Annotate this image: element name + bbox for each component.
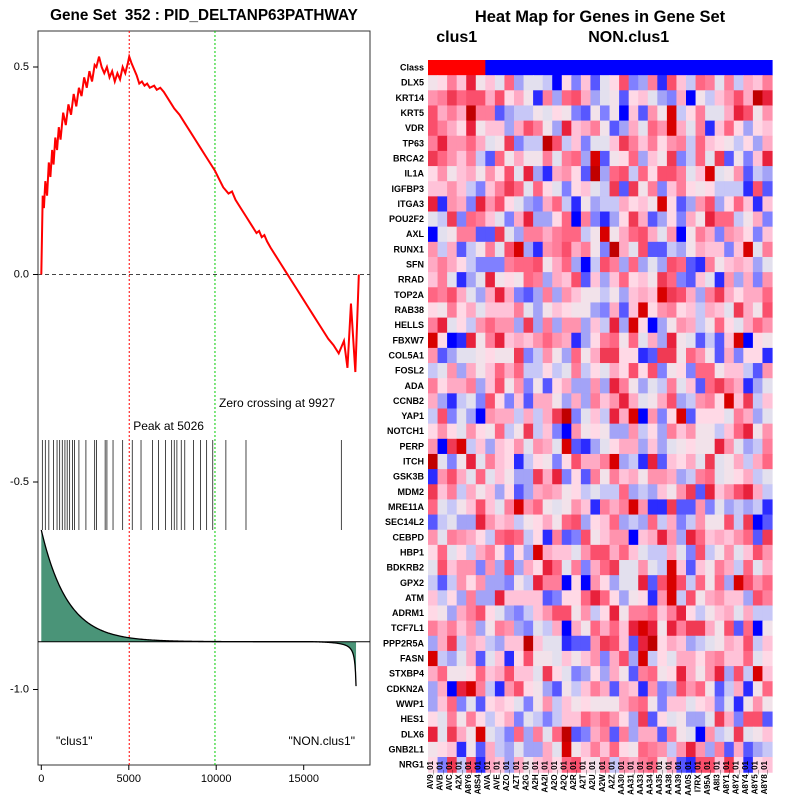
svg-text:WWP1: WWP1 — [396, 699, 424, 709]
svg-text:clus1: clus1 — [436, 29, 477, 46]
svg-text:GPX2: GPX2 — [400, 578, 424, 588]
svg-text:PPP2R5A: PPP2R5A — [383, 638, 425, 648]
svg-text:A2H_01: A2H_01 — [531, 760, 540, 790]
svg-text:DLX5: DLX5 — [401, 78, 424, 88]
svg-text:AA0S_01: AA0S_01 — [684, 760, 693, 795]
svg-text:AXL: AXL — [406, 229, 425, 239]
svg-text:NRG1: NRG1 — [399, 760, 424, 770]
svg-text:AA34_01: AA34_01 — [646, 760, 655, 794]
svg-text:A2W_01: A2W_01 — [598, 760, 607, 792]
svg-text:A2X_01: A2X_01 — [454, 760, 463, 789]
svg-text:A8Y2_01: A8Y2_01 — [732, 760, 741, 794]
svg-text:BRCA2: BRCA2 — [393, 154, 424, 164]
svg-text:VDR: VDR — [405, 123, 425, 133]
svg-text:ATM: ATM — [405, 593, 424, 603]
svg-text:RRAD: RRAD — [398, 275, 424, 285]
svg-text:AA33_01: AA33_01 — [636, 760, 645, 794]
svg-text:SFN: SFN — [406, 260, 424, 270]
svg-text:GSK3B: GSK3B — [393, 472, 425, 482]
svg-text:TP63: TP63 — [402, 138, 424, 148]
svg-text:IL1A: IL1A — [404, 169, 424, 179]
svg-text:HES1: HES1 — [400, 714, 424, 724]
svg-text:AA35_01: AA35_01 — [655, 760, 664, 794]
svg-text:NON.clus1: NON.clus1 — [588, 29, 669, 46]
svg-text:ITGA3: ITGA3 — [397, 199, 424, 209]
svg-text:A8Y6_01: A8Y6_01 — [464, 760, 473, 794]
svg-text:A8Y5_01: A8Y5_01 — [751, 760, 760, 794]
svg-text:0.0: 0.0 — [14, 269, 29, 281]
svg-text:POU2F2: POU2F2 — [389, 214, 424, 224]
svg-text:A2Q_01: A2Q_01 — [560, 760, 569, 790]
svg-text:TCF7L1: TCF7L1 — [391, 623, 424, 633]
svg-text:AVB_01: AVB_01 — [435, 760, 444, 790]
svg-text:HELLS: HELLS — [394, 320, 424, 330]
svg-text:MRE11A: MRE11A — [388, 502, 425, 512]
svg-text:AV9_01: AV9_01 — [426, 760, 435, 789]
svg-text:A2U_01: A2U_01 — [588, 760, 597, 790]
svg-text:CCNB2: CCNB2 — [393, 396, 424, 406]
svg-text:"NON.clus1": "NON.clus1" — [288, 734, 355, 748]
svg-text:5000: 5000 — [117, 773, 141, 785]
svg-text:KRT14: KRT14 — [395, 93, 424, 103]
svg-text:BDKRB2: BDKRB2 — [386, 563, 424, 573]
svg-text:AA38_01: AA38_01 — [665, 760, 674, 794]
svg-text:AVC_01: AVC_01 — [445, 760, 454, 790]
svg-text:I7RX_01: I7RX_01 — [693, 760, 702, 792]
svg-text:Heat Map for Genes in Gene Set: Heat Map for Genes in Gene Set — [475, 8, 726, 26]
svg-text:A8S4_01: A8S4_01 — [474, 760, 483, 794]
svg-text:COL5A1: COL5A1 — [388, 351, 424, 361]
svg-text:AZO_01: AZO_01 — [502, 760, 511, 791]
svg-text:FOSL2: FOSL2 — [395, 366, 424, 376]
svg-text:IGFBP3: IGFBP3 — [391, 184, 424, 194]
svg-text:AVE_01: AVE_01 — [493, 760, 502, 790]
svg-text:NOTCH1: NOTCH1 — [387, 426, 424, 436]
svg-text:15000: 15000 — [288, 773, 319, 785]
svg-text:A2T_01: A2T_01 — [579, 760, 588, 789]
svg-text:A8Y1_01: A8Y1_01 — [722, 760, 731, 794]
svg-text:RUNX1: RUNX1 — [393, 244, 424, 254]
svg-text:AVA_01: AVA_01 — [483, 760, 492, 790]
svg-text:CEBPD: CEBPD — [392, 532, 424, 542]
svg-text:PERP: PERP — [399, 441, 424, 451]
svg-text:RAB38: RAB38 — [394, 305, 424, 315]
svg-text:Zero crossing at 9927: Zero crossing at 9927 — [219, 396, 335, 410]
svg-text:0.5: 0.5 — [14, 61, 29, 73]
svg-text:A8I3_01: A8I3_01 — [712, 760, 721, 791]
svg-text:A2Z_01: A2Z_01 — [607, 760, 616, 789]
svg-text:ITCH: ITCH — [403, 457, 424, 467]
svg-text:TOP2A: TOP2A — [394, 290, 424, 300]
svg-text:GNB2L1: GNB2L1 — [388, 744, 424, 754]
svg-text:A95A_01: A95A_01 — [703, 760, 712, 794]
svg-text:MDM2: MDM2 — [398, 487, 425, 497]
svg-text:DLX6: DLX6 — [401, 729, 424, 739]
svg-text:0: 0 — [38, 773, 44, 785]
svg-text:A2R_01: A2R_01 — [569, 760, 578, 790]
svg-text:Gene Set 352 : PID_DELTANP63P: Gene Set 352 : PID_DELTANP63PATHWAY — [50, 7, 358, 24]
svg-text:Peak at 5026: Peak at 5026 — [133, 419, 204, 433]
svg-text:YAP1: YAP1 — [401, 411, 424, 421]
svg-text:10000: 10000 — [201, 773, 232, 785]
svg-text:FASN: FASN — [400, 654, 424, 664]
svg-text:FBXW7: FBXW7 — [393, 335, 425, 345]
svg-text:AA30_01: AA30_01 — [617, 760, 626, 794]
svg-text:A8Y8_01: A8Y8_01 — [760, 760, 769, 794]
svg-text:AZT_01: AZT_01 — [512, 760, 521, 789]
svg-text:CDKN2A: CDKN2A — [386, 684, 424, 694]
svg-text:-1.0: -1.0 — [10, 684, 29, 696]
svg-text:Class: Class — [400, 63, 424, 73]
svg-text:KRT5: KRT5 — [400, 108, 424, 118]
svg-text:HBP1: HBP1 — [400, 547, 424, 557]
svg-text:-0.5: -0.5 — [10, 476, 29, 488]
svg-text:STXBP4: STXBP4 — [389, 669, 424, 679]
svg-text:AA39_01: AA39_01 — [674, 760, 683, 794]
svg-text:ADRM1: ADRM1 — [392, 608, 424, 618]
svg-text:A8Y4_01: A8Y4_01 — [741, 760, 750, 794]
svg-text:A2O_01: A2O_01 — [550, 760, 559, 790]
svg-text:AA2I_01: AA2I_01 — [540, 760, 549, 792]
svg-text:"clus1": "clus1" — [56, 734, 93, 748]
svg-text:SEC14L2: SEC14L2 — [385, 517, 424, 527]
svg-text:ADA: ADA — [405, 381, 425, 391]
svg-text:AA31_01: AA31_01 — [626, 760, 635, 794]
svg-text:A2G_01: A2G_01 — [521, 760, 530, 790]
